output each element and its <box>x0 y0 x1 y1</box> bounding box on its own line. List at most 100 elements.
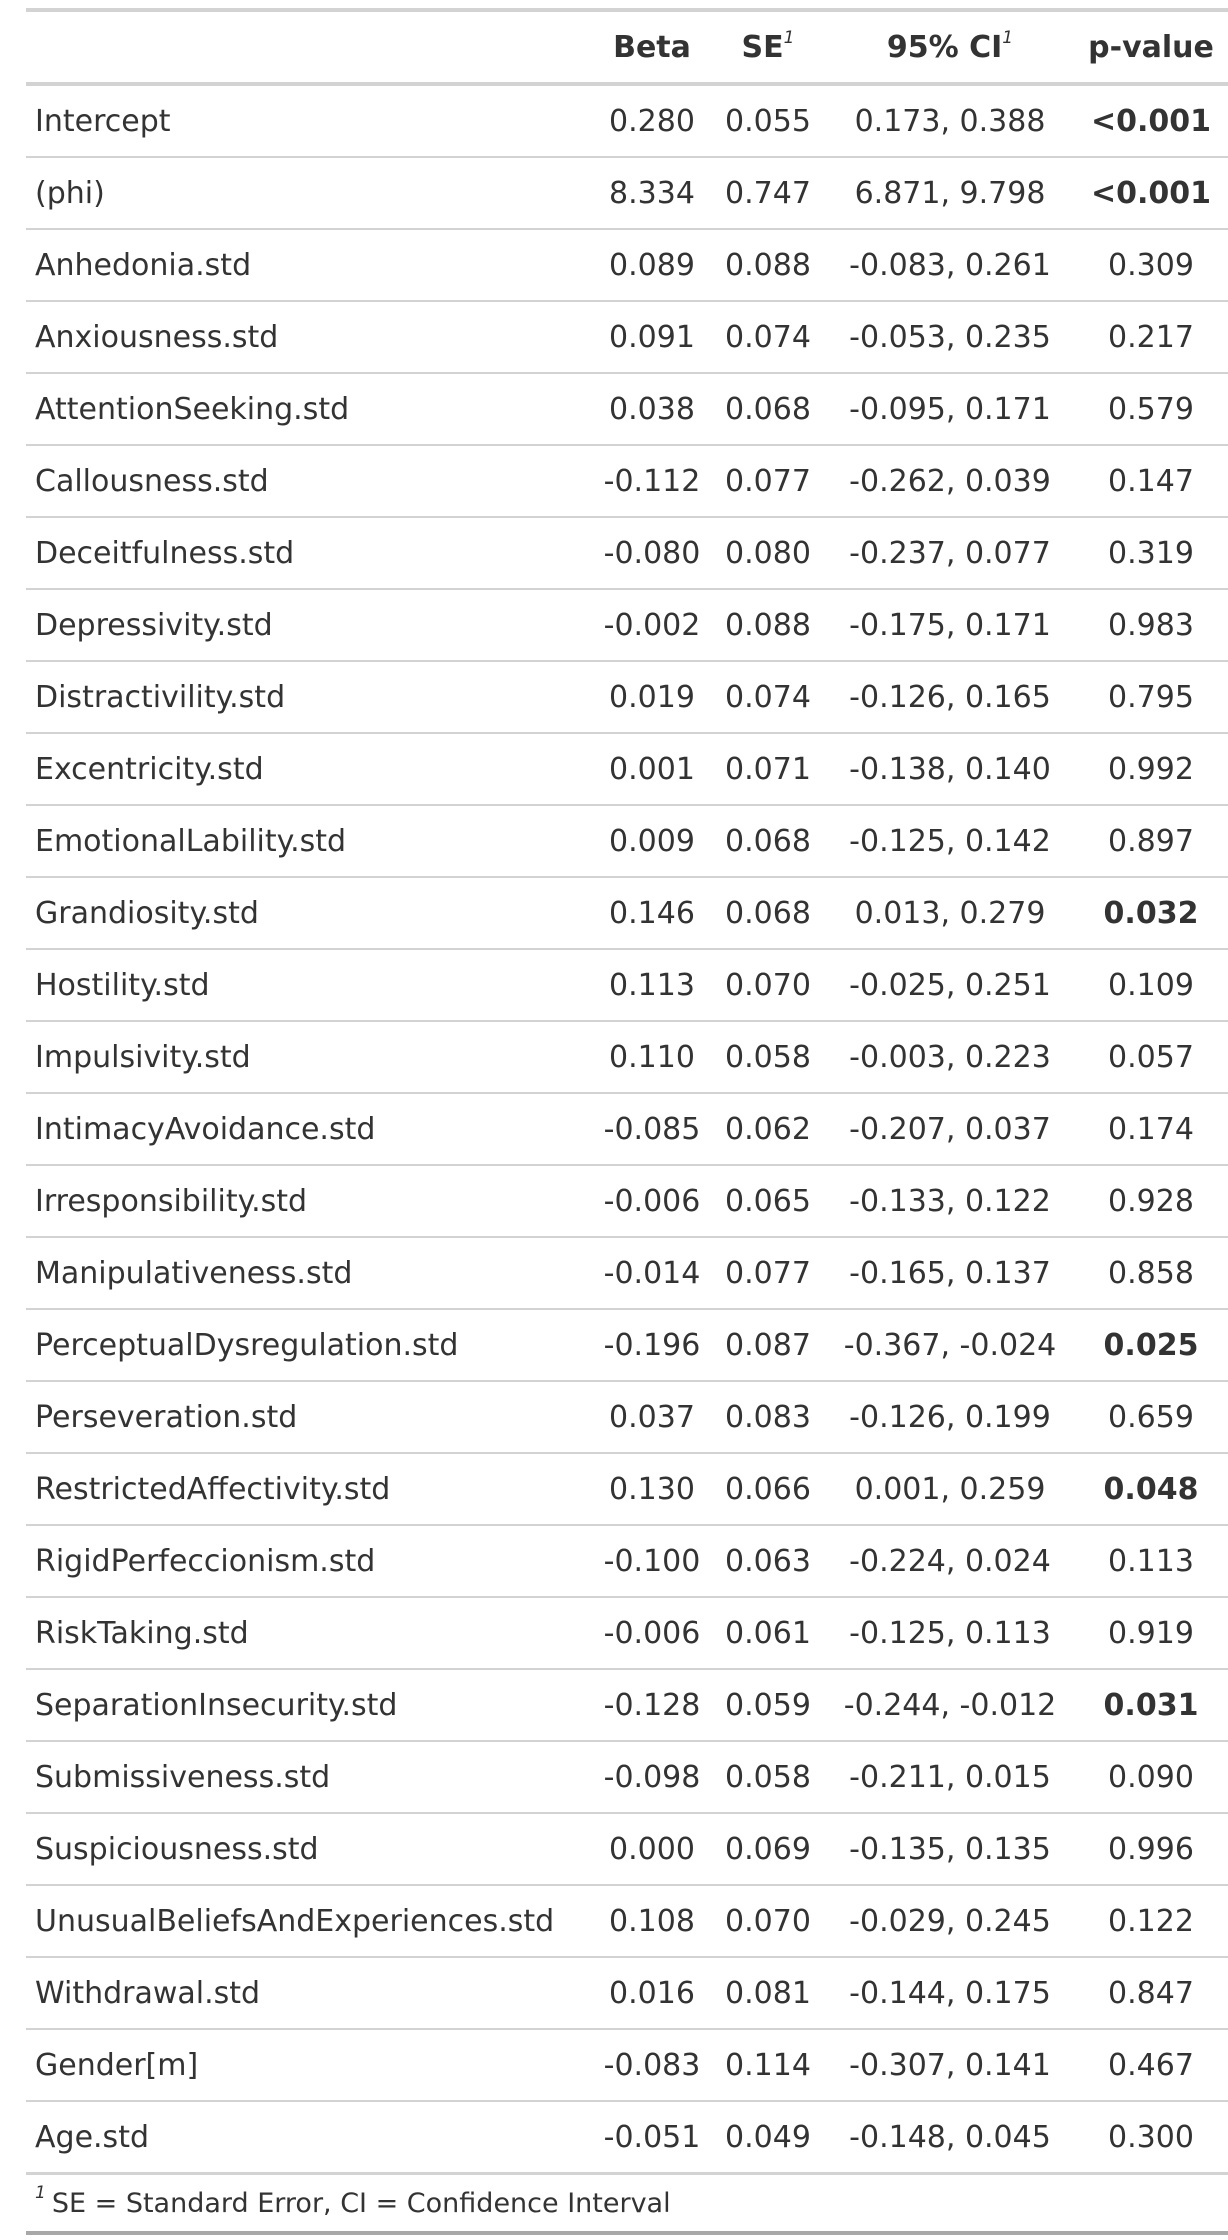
cell-ci: -0.237, 0.077 <box>849 535 1051 571</box>
cell-variable: Submissiveness.std <box>35 1759 331 1795</box>
cell-se: 0.074 <box>725 319 811 355</box>
table-row: Perseveration.std 0.037 0.083 -0.126, 0.199… <box>26 1381 1228 1453</box>
cell-p-value: 0.217 <box>1108 319 1194 355</box>
cell-variable: EmotionalLability.std <box>35 823 347 859</box>
table-row: Intercept 0.280 0.055 0.173, 0.388 <0.001 <box>26 84 1228 157</box>
cell-beta: 0.089 <box>609 247 695 283</box>
cell-beta: 0.038 <box>609 391 695 427</box>
table-row: Anxiousness.std 0.091 0.074 -0.053, 0.235 0.… <box>26 301 1228 373</box>
table-row: IntimacyAvoidance.std -0.085 0.062 -0.207, … <box>26 1093 1228 1165</box>
regression-table-container: Beta SE1 95% CI1 p-value Intercept 0.280 0… <box>26 8 1228 2235</box>
cell-se: 0.066 <box>725 1471 811 1507</box>
cell-p-value: 0.659 <box>1108 1399 1194 1435</box>
cell-se: 0.088 <box>725 247 811 283</box>
cell-ci: -0.133, 0.122 <box>849 1183 1051 1219</box>
header-ci: 95% CI1 <box>826 10 1074 84</box>
cell-variable: RigidPerfeccionism.std <box>35 1543 376 1579</box>
cell-se: 0.049 <box>725 2119 811 2155</box>
cell-ci: 0.001, 0.259 <box>854 1471 1046 1507</box>
cell-se: 0.081 <box>725 1975 811 2011</box>
cell-beta: 0.146 <box>609 895 695 931</box>
header-ci-label: 95% CI <box>886 29 1003 65</box>
cell-se: 0.058 <box>725 1039 811 1075</box>
cell-beta: -0.196 <box>603 1327 701 1363</box>
cell-variable: Irresponsibility.std <box>35 1183 308 1219</box>
cell-ci: 0.173, 0.388 <box>854 103 1046 139</box>
cell-beta: 0.001 <box>609 751 695 787</box>
table-row: EmotionalLability.std 0.009 0.068 -0.125, 0… <box>26 805 1228 877</box>
table-body: Intercept 0.280 0.055 0.173, 0.388 <0.001 (ph… <box>26 84 1228 2174</box>
cell-se: 0.747 <box>725 175 811 211</box>
cell-ci: -0.367, -0.024 <box>843 1327 1057 1363</box>
table-row: RigidPerfeccionism.std -0.100 0.063 -0.224,… <box>26 1525 1228 1597</box>
cell-p-value: 0.300 <box>1108 2119 1194 2155</box>
cell-p-value: 0.996 <box>1108 1831 1194 1867</box>
cell-beta: -0.112 <box>603 463 701 499</box>
table-row: Impulsivity.std 0.110 0.058 -0.003, 0.223 0.… <box>26 1021 1228 1093</box>
cell-se: 0.058 <box>725 1759 811 1795</box>
cell-variable: Withdrawal.std <box>35 1975 261 2011</box>
footnote-row: 1 SE = Standard Error, CI = Confidence In… <box>26 2174 1228 2234</box>
cell-se: 0.070 <box>725 1903 811 1939</box>
cell-se: 0.077 <box>725 1255 811 1291</box>
cell-p-value: 0.795 <box>1108 679 1194 715</box>
table-row: Suspiciousness.std 0.000 0.069 -0.135, 0.13… <box>26 1813 1228 1885</box>
cell-beta: 0.009 <box>609 823 695 859</box>
cell-ci: 0.013, 0.279 <box>854 895 1046 931</box>
cell-p-value: 0.057 <box>1108 1039 1194 1075</box>
table-row: Excentricity.std 0.001 0.071 -0.138, 0.140 0… <box>26 733 1228 805</box>
cell-p-value: 0.858 <box>1108 1255 1194 1291</box>
cell-variable: Anxiousness.std <box>35 319 279 355</box>
cell-p-value: 0.048 <box>1103 1471 1199 1507</box>
table-row: Irresponsibility.std -0.006 0.065 -0.133, 0… <box>26 1165 1228 1237</box>
cell-beta: 0.280 <box>609 103 695 139</box>
cell-beta: -0.100 <box>603 1543 701 1579</box>
table-row: Callousness.std -0.112 0.077 -0.262, 0.039 0… <box>26 445 1228 517</box>
table-row: Anhedonia.std 0.089 0.088 -0.083, 0.261 0.30… <box>26 229 1228 301</box>
cell-se: 0.061 <box>725 1615 811 1651</box>
footnote: 1 SE = Standard Error, CI = Confidence In… <box>26 2174 1228 2234</box>
cell-ci: -0.224, 0.024 <box>849 1543 1051 1579</box>
table-row: Age.std -0.051 0.049 -0.148, 0.045 0.300 <box>26 2101 1228 2174</box>
cell-ci: -0.029, 0.245 <box>849 1903 1051 1939</box>
cell-beta: 0.037 <box>609 1399 695 1435</box>
cell-se: 0.114 <box>725 2047 811 2083</box>
cell-variable: Excentricity.std <box>35 751 264 787</box>
cell-p-value: 0.928 <box>1108 1183 1194 1219</box>
cell-beta: -0.080 <box>603 535 701 571</box>
table-row: Withdrawal.std 0.016 0.081 -0.144, 0.175 0.8… <box>26 1957 1228 2029</box>
cell-variable: Anhedonia.std <box>35 247 252 283</box>
cell-beta: -0.085 <box>603 1111 701 1147</box>
cell-p-value: 0.897 <box>1108 823 1194 859</box>
cell-p-value: 0.031 <box>1103 1687 1199 1723</box>
cell-variable: IntimacyAvoidance.std <box>35 1111 376 1147</box>
table-header: Beta SE1 95% CI1 p-value <box>26 10 1228 84</box>
cell-se: 0.080 <box>725 535 811 571</box>
cell-p-value: 0.109 <box>1108 967 1194 1003</box>
table-row: Submissiveness.std -0.098 0.058 -0.211, 0.0… <box>26 1741 1228 1813</box>
cell-variable: Deceitfulness.std <box>35 535 295 571</box>
cell-variable: Manipulativeness.std <box>35 1255 353 1291</box>
cell-ci: -0.083, 0.261 <box>849 247 1051 283</box>
cell-se: 0.074 <box>725 679 811 715</box>
header-se-label: SE <box>741 29 784 65</box>
header-row: Beta SE1 95% CI1 p-value <box>26 10 1228 84</box>
cell-ci: -0.211, 0.015 <box>849 1759 1051 1795</box>
table-row: PerceptualDysregulation.std -0.196 0.087 -0… <box>26 1309 1228 1381</box>
cell-beta: 0.113 <box>609 967 695 1003</box>
cell-p-value: 0.032 <box>1103 895 1199 931</box>
cell-ci: -0.053, 0.235 <box>849 319 1051 355</box>
table-row: SeparationInsecurity.std -0.128 0.059 -0.24… <box>26 1669 1228 1741</box>
cell-variable: Hostility.std <box>35 967 210 1003</box>
footnote-text: SE = Standard Error, CI = Confidence Int… <box>51 2187 671 2219</box>
cell-beta: -0.006 <box>603 1183 701 1219</box>
cell-ci: -0.125, 0.142 <box>849 823 1051 859</box>
table-row: Deceitfulness.std -0.080 0.080 -0.237, 0.07… <box>26 517 1228 589</box>
cell-ci: -0.148, 0.045 <box>849 2119 1051 2155</box>
cell-p-value: 0.309 <box>1108 247 1194 283</box>
cell-variable: RestrictedAffectivity.std <box>35 1471 391 1507</box>
cell-p-value: 0.319 <box>1108 535 1194 571</box>
cell-beta: 0.110 <box>609 1039 695 1075</box>
cell-ci: -0.125, 0.113 <box>849 1615 1051 1651</box>
table-footer: 1 SE = Standard Error, CI = Confidence In… <box>26 2174 1228 2234</box>
